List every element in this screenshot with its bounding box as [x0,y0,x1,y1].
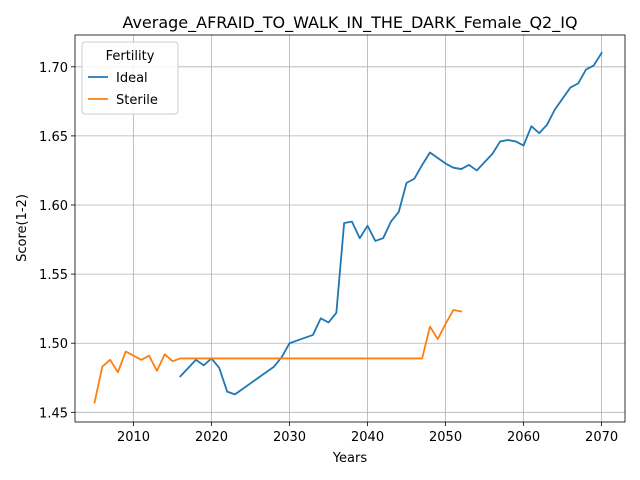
x-tick-label: 2010 [117,430,150,445]
legend-label-ideal: Ideal [116,71,148,86]
x-axis-label: Years [332,451,368,466]
y-tick-label: 1.60 [39,199,68,214]
y-tick-label: 1.65 [39,130,68,145]
y-tick-label: 1.70 [39,61,68,76]
chart-title: Average_AFRAID_TO_WALK_IN_THE_DARK_Femal… [122,13,577,33]
x-tick-label: 2060 [507,430,540,445]
x-tick-label: 2070 [585,430,618,445]
series-line-sterile [93,309,463,404]
legend-label-sterile: Sterile [116,93,158,108]
y-tick-label: 1.50 [39,337,68,352]
x-tick-label: 2040 [351,430,384,445]
y-axis-label: Score(1-2) [15,194,30,262]
legend-box [81,41,179,115]
x-tick-label: 2050 [429,430,462,445]
grid [75,35,625,422]
legend: Fertility Ideal Sterile [81,41,179,115]
x-tick-label: 2020 [195,430,228,445]
legend-title: Fertility [106,49,155,64]
y-axis-ticks: 1.45 1.50 1.55 1.60 1.65 1.70 [39,61,75,421]
series-line-ideal [179,51,603,396]
series-lines [93,51,603,404]
plot-frame [74,34,626,423]
x-tick-label: 2030 [273,430,306,445]
x-axis-ticks: 2010 2020 2030 2040 2050 2060 2070 [117,422,618,445]
y-tick-label: 1.55 [39,268,68,283]
y-tick-label: 1.45 [39,406,68,421]
